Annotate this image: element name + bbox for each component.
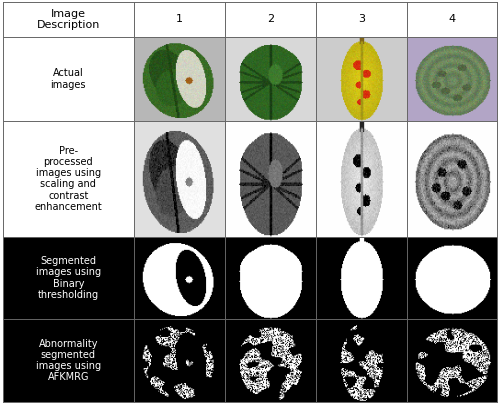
Text: Actual
images: Actual images	[50, 68, 86, 90]
Text: Pre-
processed
images using
scaling and
contrast
enhancement: Pre- processed images using scaling and …	[34, 146, 102, 212]
Text: Abnormality
segmented
images using
AFKMRG: Abnormality segmented images using AFKMR…	[36, 339, 101, 383]
Text: Image
Description: Image Description	[36, 8, 100, 30]
Text: 4: 4	[448, 15, 456, 24]
Text: 3: 3	[358, 15, 365, 24]
Text: 2: 2	[267, 15, 274, 24]
Text: 1: 1	[176, 15, 183, 24]
Text: Segmented
images using
Binary
thresholding: Segmented images using Binary thresholdi…	[36, 256, 101, 300]
